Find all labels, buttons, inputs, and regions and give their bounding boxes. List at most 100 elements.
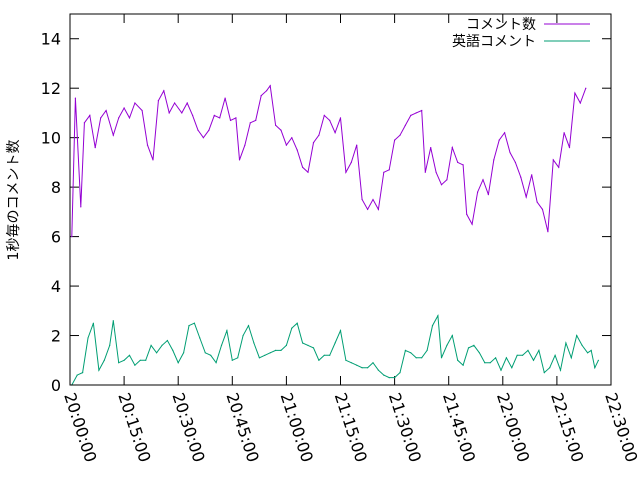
data-point [183,352,185,354]
data-point [576,334,578,337]
data-point [356,364,358,366]
data-point [410,114,412,116]
data-point [383,374,385,376]
data-point [430,147,432,149]
data-point [587,352,589,354]
data-point [269,85,271,87]
data-point [478,352,480,354]
data-point [280,349,282,351]
data-point [563,132,565,134]
x-tick-label: 22:30:00 [601,390,640,464]
data-point [531,174,533,176]
data-point [285,344,287,346]
data-point [202,137,204,139]
data-point [302,166,304,168]
data-point [477,191,479,193]
data-point [199,337,201,339]
data-point [541,208,544,210]
data-point [522,354,524,356]
x-tick-label: 21:30:00 [385,390,425,464]
data-point [193,322,195,324]
data-point [372,362,374,364]
data-point [581,344,583,346]
data-point [74,97,76,99]
data-point [172,349,174,351]
data-point [538,349,540,351]
data-point [307,171,309,173]
data-point [112,134,114,136]
data-point [466,213,468,215]
data-point [426,349,428,351]
data-point [446,344,448,346]
data-point [568,147,571,149]
data-point [204,352,206,354]
data-point [291,137,293,139]
data-point [345,359,347,361]
data-point [264,354,266,356]
data-point [457,161,459,163]
data-point [266,90,268,92]
data-point [166,339,168,342]
data-point [318,359,320,361]
series-line-1 [71,84,587,237]
data-point [329,119,331,121]
data-point [141,109,143,112]
x-tick-label: 20:00:00 [60,390,100,464]
data-point [511,367,513,369]
data-point [312,142,315,144]
data-point [247,325,250,327]
data-point [361,198,363,201]
data-point [244,144,246,146]
data-point [394,139,396,141]
data-point [536,201,538,203]
data-point [71,236,73,238]
data-point [525,196,527,198]
data-point [440,357,443,359]
y-tick-label: 12 [41,79,61,98]
data-point [493,159,495,161]
data-point [255,119,257,121]
x-tick-label: 21:00:00 [277,390,317,464]
data-point [334,132,336,134]
x-tick-label: 21:45:00 [439,390,479,464]
data-point [146,144,149,146]
data-point [80,206,82,208]
y-tick-label: 6 [51,228,61,247]
data-point [559,369,562,371]
data-point [123,359,125,361]
data-point [437,315,439,317]
data-point [558,166,560,168]
data-point [520,176,522,178]
data-point [323,114,325,116]
data-point [424,171,426,173]
series-layer [71,84,600,386]
data-point [134,364,136,366]
data-point [440,184,443,186]
y-tick-label: 4 [51,277,61,296]
data-point [229,119,232,121]
data-point [174,102,176,104]
data-point [597,359,600,361]
data-point [213,114,215,116]
data-point [285,144,287,146]
data-point [421,109,423,112]
data-point [215,362,217,364]
data-point [192,114,194,116]
data-point [574,92,576,94]
data-point [367,367,369,369]
data-point [516,354,518,356]
data-point [275,124,277,126]
data-point [345,171,347,173]
data-point [509,151,511,154]
data-point [471,223,473,225]
data-point [145,359,147,361]
x-tick-label: 21:15:00 [331,390,371,464]
data-point [547,231,549,233]
data-point [565,342,567,344]
data-point [462,364,464,366]
data-point [339,330,342,332]
data-point [83,122,85,124]
data-point [451,147,453,149]
